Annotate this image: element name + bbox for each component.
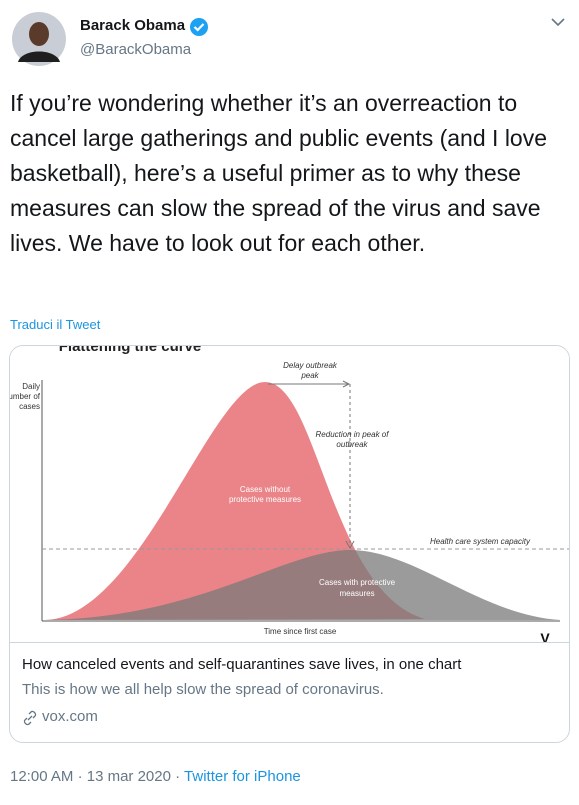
vox-logo: V [540, 630, 550, 643]
y-label-3: cases [19, 402, 40, 411]
translate-link[interactable]: Traduci il Tweet [10, 317, 101, 332]
card-image: Flattening the curve Daily number of cas… [10, 346, 569, 643]
capacity-note: Health care system capacity [430, 537, 531, 546]
card-domain: vox.com [42, 708, 98, 725]
avatar-face [29, 22, 49, 46]
x-label: Time since first case [264, 627, 337, 636]
without-label-2: protective measures [229, 495, 301, 504]
card-divider [10, 642, 569, 643]
with-label-2: measures [339, 589, 374, 598]
with-label-1: Cases with protective [319, 578, 396, 587]
avatar[interactable] [12, 12, 66, 66]
author-name[interactable]: Barack Obama [80, 17, 186, 34]
reduction-note-1: Reduction in peak of [316, 430, 390, 439]
y-label-1: Daily [22, 382, 40, 391]
delay-note-2: peak [300, 371, 319, 380]
without-label-1: Cases without [240, 485, 291, 494]
separator: · [175, 768, 181, 785]
reduction-note-2: outbreak [336, 440, 368, 449]
image-title: Flattening the curve [59, 346, 202, 355]
tweet-time[interactable]: 12:00 AM [10, 768, 74, 785]
tweet-text: If you’re wondering whether it’s an over… [10, 90, 548, 256]
tweet-source[interactable]: Twitter for iPhone [184, 768, 301, 785]
verified-badge [190, 18, 208, 36]
card-title: How canceled events and self-quarantines… [22, 656, 462, 673]
tweet-footer: 12:00 AM · 13 mar 2020 · Twitter for iPh… [10, 768, 301, 785]
avatar-body [18, 51, 60, 62]
y-label-2: number of [10, 392, 41, 401]
card-description: This is how we all help slow the spread … [22, 681, 384, 698]
separator: · [77, 768, 83, 785]
author-handle[interactable]: @BarackObama [80, 41, 192, 58]
link-icon [23, 710, 37, 726]
tweet-date[interactable]: 13 mar 2020 [86, 768, 171, 785]
delay-note-1: Delay outbreak [283, 361, 338, 370]
link-card[interactable]: Flattening the curve Daily number of cas… [9, 345, 570, 743]
more-menu[interactable] [550, 16, 566, 28]
